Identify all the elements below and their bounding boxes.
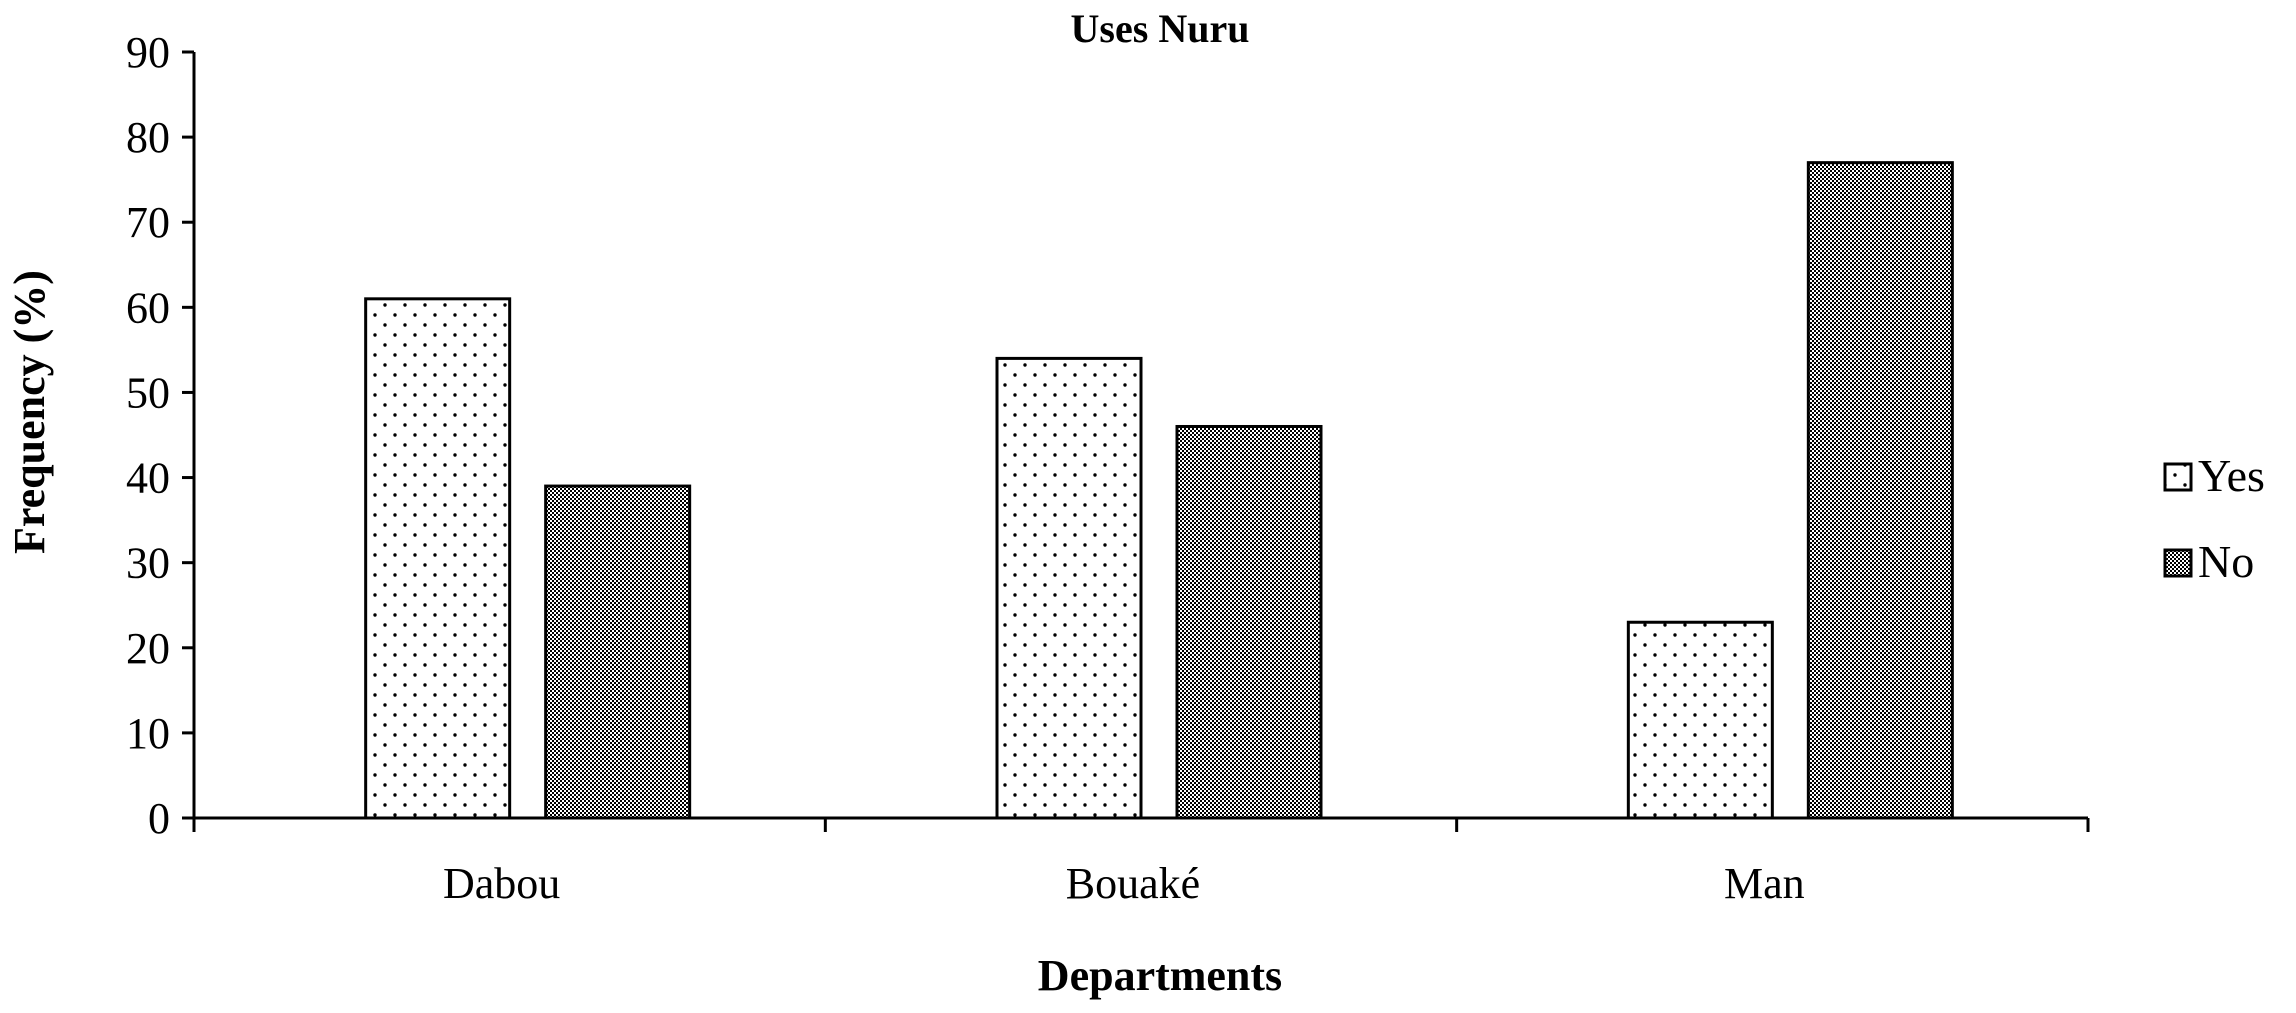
y-tick-label: 20 (126, 624, 170, 673)
y-tick-label: 60 (126, 283, 170, 332)
legend-label-no: No (2198, 536, 2254, 587)
axes (182, 52, 2088, 820)
y-tick-label: 30 (126, 539, 170, 588)
x-axis-label: Departments (1038, 951, 1282, 1000)
legend-swatch-yes (2163, 462, 2193, 492)
legend-swatch-no (2163, 548, 2193, 578)
bar-yes-1 (364, 297, 512, 820)
bar-no-2 (1175, 424, 1323, 820)
x-tick-label: Bouaké (1066, 859, 1200, 908)
bar-no-3 (1806, 161, 1954, 820)
y-tick-label: 40 (126, 454, 170, 503)
y-axis-label: Frequency (%) (5, 270, 54, 554)
y-tick-label: 50 (126, 368, 170, 417)
axis-ticks: 0 10 20 30 40 50 60 70 80 90 Dabou Bouaké Man (126, 28, 2090, 908)
legend-label-yes: Yes (2198, 450, 2265, 501)
legend: Yes No (2163, 450, 2265, 587)
chart-title: Uses Nuru (1071, 6, 1250, 51)
y-tick-label: 0 (148, 794, 170, 843)
x-tick-label: Dabou (443, 859, 560, 908)
x-tick-label: Man (1724, 859, 1805, 908)
bar-yes-3 (1626, 620, 1774, 820)
y-tick-label: 70 (126, 198, 170, 247)
y-tick-label: 80 (126, 113, 170, 162)
bar-yes-2 (995, 356, 1143, 820)
bars (364, 161, 1954, 820)
y-tick-label: 10 (126, 709, 170, 758)
bar-no-1 (544, 484, 692, 820)
y-tick-label: 90 (126, 28, 170, 77)
